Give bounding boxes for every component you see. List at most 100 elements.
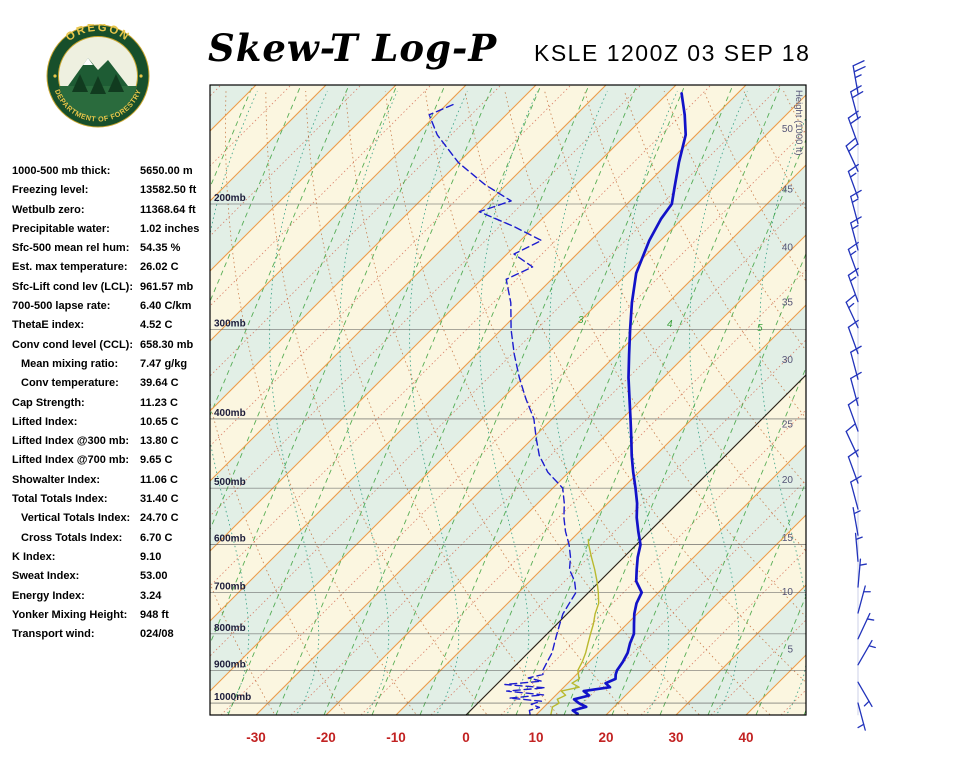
index-value: 10.65 C	[140, 415, 179, 428]
logo-dot	[139, 74, 143, 78]
height-axis-title: Height (1000 ft)	[793, 90, 804, 155]
index-row: Lifted Index @700 mb: 9.65 C	[12, 454, 217, 473]
indices-panel: 1000-500 mb thick: 5650.00 m Freezing leve…	[12, 165, 217, 647]
index-row: Lifted Index @300 mb: 13.80 C	[12, 435, 217, 454]
index-label: Yonker Mixing Height:	[12, 608, 128, 621]
svg-text:800mb: 800mb	[214, 623, 246, 634]
index-row: Conv cond level (CCL): 658.30 mb	[12, 339, 217, 358]
svg-text:0: 0	[462, 730, 470, 745]
index-value: 6.40 C/km	[140, 300, 192, 313]
index-row: K Index: 9.10	[12, 551, 217, 570]
index-label: Energy Index:	[12, 589, 85, 602]
svg-text:40: 40	[738, 730, 753, 745]
svg-text:200mb: 200mb	[214, 193, 246, 204]
line-label: 3	[578, 315, 584, 326]
svg-text:10: 10	[528, 730, 543, 745]
index-row: ThetaE index: 4.52 C	[12, 319, 217, 338]
zero-isotherm-line	[465, 374, 806, 715]
line-label: 5	[757, 323, 763, 334]
dewpoint-trace	[428, 103, 577, 715]
index-label: Lifted Index @700 mb:	[12, 454, 130, 467]
index-label: Wetbulb zero:	[12, 203, 85, 216]
index-label: Total Totals Index:	[12, 493, 108, 506]
index-value: 13582.50 ft	[140, 184, 197, 197]
temperature-axis-labels: -30 -20 -10 0 10 20 30 40	[246, 730, 753, 745]
index-value: 1.02 inches	[140, 222, 200, 235]
index-value: 11368.64 ft	[140, 203, 196, 216]
index-value: 9.10	[140, 550, 162, 563]
wetbulb-trace	[550, 538, 600, 715]
svg-text:45: 45	[782, 185, 794, 196]
index-row: 700-500 lapse rate: 6.40 C/km	[12, 300, 217, 319]
station-datetime: KSLE 1200Z 03 SEP 18	[534, 40, 811, 66]
index-row: Sfc-Lift cond lev (LCL): 961.57 mb	[12, 281, 217, 300]
index-label: Conv cond level (CCL):	[12, 338, 134, 351]
odf-logo: OREGON DEPARTMENT OF FORESTRY	[46, 22, 150, 128]
svg-text:-10: -10	[386, 730, 406, 745]
index-value: 961.57 mb	[140, 280, 194, 293]
page-title: Skew-T Log-P	[208, 26, 498, 70]
index-label: Vertical Totals Index:	[21, 512, 131, 525]
svg-text:400mb: 400mb	[214, 408, 246, 419]
index-label: Cross Totals Index:	[21, 531, 123, 544]
index-value: 3.24	[140, 589, 162, 602]
index-row: Transport wind: 024/08	[12, 628, 217, 647]
svg-text:500mb: 500mb	[214, 477, 246, 488]
index-row: Yonker Mixing Height: 948 ft	[12, 609, 217, 628]
index-label: Transport wind:	[12, 628, 95, 641]
index-value: 4.52 C	[140, 319, 173, 332]
index-label: Cap Strength:	[12, 396, 85, 409]
index-label: Lifted Index @300 mb:	[12, 435, 130, 448]
index-row: Cap Strength: 11.23 C	[12, 397, 217, 416]
index-value: 54.35 %	[140, 242, 181, 255]
index-label: Conv temperature:	[21, 377, 119, 390]
index-row: Conv temperature: 39.64 C	[12, 377, 217, 396]
svg-text:35: 35	[782, 298, 794, 309]
index-row: Est. max temperature: 26.02 C	[12, 261, 217, 280]
index-row: Sweat Index: 53.00	[12, 570, 217, 589]
svg-text:15: 15	[782, 533, 794, 544]
logo-snowcap	[83, 58, 93, 65]
odf-logo-graphic: OREGON DEPARTMENT OF FORESTRY	[46, 22, 150, 128]
svg-text:600mb: 600mb	[214, 534, 246, 545]
index-label: Est. max temperature:	[12, 261, 128, 274]
index-label: ThetaE index:	[12, 319, 85, 332]
svg-text:1000mb: 1000mb	[214, 692, 251, 703]
svg-text:700mb: 700mb	[214, 581, 246, 592]
svg-text:30: 30	[668, 730, 683, 745]
index-label: 1000-500 mb thick:	[12, 165, 111, 177]
index-label: Sfc-500 mean rel hum:	[12, 242, 130, 255]
index-value: 11.23 C	[140, 396, 178, 409]
index-row: Energy Index: 3.24	[12, 590, 217, 609]
svg-text:40: 40	[782, 242, 794, 253]
index-label: Freezing level:	[12, 184, 89, 197]
chart-border	[209, 84, 807, 716]
index-row: Cross Totals Index: 6.70 C	[12, 532, 217, 551]
index-value: 6.70 C	[140, 531, 173, 544]
svg-text:-30: -30	[246, 730, 266, 745]
index-value: 53.00	[140, 570, 168, 583]
index-value: 26.02 C	[140, 261, 179, 274]
index-label: Precipitable water:	[12, 222, 110, 235]
index-value: 948 ft	[140, 608, 169, 621]
svg-text:10: 10	[782, 587, 794, 598]
height-axis-labels: 5 10 15 20 25 30 35 40 45 50 Height (1000 ft)	[782, 90, 804, 656]
svg-text:5: 5	[787, 645, 793, 656]
index-value: 024/08	[140, 628, 174, 641]
index-row: 1000-500 mb thick: 5650.00 m	[12, 165, 217, 184]
index-row: Freezing level: 13582.50 ft	[12, 184, 217, 203]
logo-tree-icon	[72, 74, 88, 92]
index-value: 39.64 C	[140, 377, 179, 390]
index-row: Precipitable water: 1.02 inches	[12, 223, 217, 242]
logo-tree-icon	[108, 74, 124, 92]
pressure-axis-labels: 200mb 300mb 400mb 500mb 600mb 700mb 800mb 900mb…	[214, 193, 251, 703]
svg-text:20: 20	[598, 730, 613, 745]
index-row: Lifted Index: 10.65 C	[12, 416, 217, 435]
index-row: Wetbulb zero: 11368.64 ft	[12, 204, 217, 223]
index-row: Mean mixing ratio: 7.47 g/kg	[12, 358, 217, 377]
index-value: 31.40 C	[140, 493, 179, 506]
index-row: Vertical Totals Index: 24.70 C	[12, 512, 217, 531]
index-label: Sweat Index:	[12, 570, 80, 583]
index-label: Lifted Index:	[12, 415, 78, 428]
